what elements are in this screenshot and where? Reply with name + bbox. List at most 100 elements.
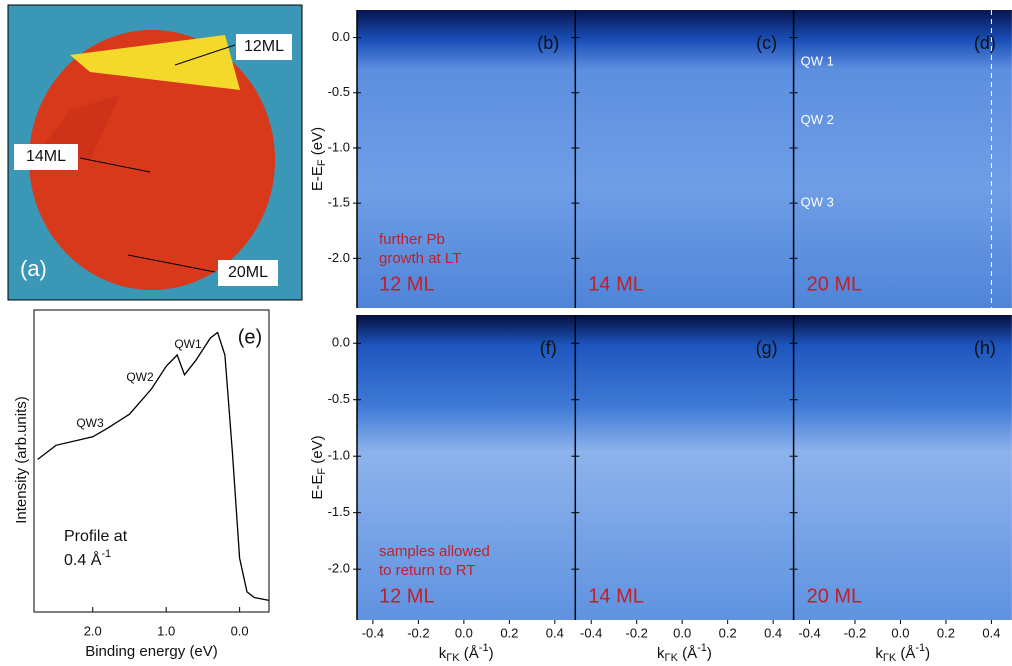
- profile-note: -1: [101, 548, 111, 560]
- map-region: [70, 35, 240, 90]
- panel-label: (h): [974, 338, 996, 358]
- x-tick-label: 0.0: [455, 625, 473, 640]
- pointer: [79, 157, 151, 173]
- pointer: [174, 44, 236, 66]
- map-region: [40, 95, 120, 160]
- panel-label: (a): [20, 256, 47, 281]
- spectrum-image: [575, 10, 794, 308]
- y-axis-title: Intensity (arb.units): [13, 396, 30, 524]
- x-axis-title: ΓK: [665, 652, 679, 664]
- label-box: [218, 260, 278, 286]
- row-note: samples allowed: [379, 543, 490, 560]
- peak-label: QW3: [76, 416, 104, 430]
- y-tick-label: -0.5: [328, 391, 350, 406]
- panel-label: (c): [756, 33, 777, 53]
- y-axis-title: E-EF (eV): [309, 435, 328, 499]
- y-tick-label: 0.0: [332, 29, 350, 44]
- spectrum-image: [357, 10, 576, 308]
- thickness-label: 20 ML: [807, 273, 863, 295]
- x-axis-title: ): [707, 645, 712, 662]
- x-axis-title: kΓK (Å-1): [875, 642, 930, 664]
- y-tick-label: -1.0: [328, 139, 350, 154]
- panel-label: (d): [974, 33, 996, 53]
- x-axis-title: -1: [915, 642, 925, 654]
- region-label: 12ML: [244, 38, 284, 55]
- thickness-label: 12 ML: [379, 585, 435, 607]
- x-axis-title: (Å: [896, 645, 915, 662]
- x-tick-label: -0.4: [362, 625, 384, 640]
- profile-note: 0.4 Å-1: [64, 548, 111, 569]
- x-tick-label: -0.2: [844, 625, 866, 640]
- spectrum-image: [575, 315, 794, 620]
- x-axis-title: ΓK: [446, 652, 460, 664]
- y-tick-label: -2.0: [328, 561, 350, 576]
- x-tick-label: 0.2: [500, 625, 518, 640]
- y-axis-title: F: [316, 468, 328, 475]
- qw-label: QW 3: [801, 195, 834, 210]
- row-note: growth at LT: [379, 250, 461, 267]
- panel-label: (g): [756, 338, 778, 358]
- y-tick-label: -0.5: [328, 84, 350, 99]
- y-tick-label: 0.0: [332, 335, 350, 350]
- x-tick-label: 0.4: [546, 625, 564, 640]
- y-axis-title: F: [316, 159, 328, 166]
- y-tick-label: -1.5: [328, 195, 350, 210]
- region-label: 20ML: [228, 264, 268, 281]
- panel-label: (e): [238, 326, 262, 348]
- map-sample: [29, 30, 275, 290]
- x-axis-title: -1: [697, 642, 707, 654]
- x-axis-title: (Å: [460, 645, 479, 662]
- x-axis-title: k: [875, 645, 883, 662]
- x-tick-label: 0.0: [891, 625, 909, 640]
- plots: (a) 12ML 14ML 20ML 2.0 1.0 0.0 Binding energy (…: [13, 10, 1012, 664]
- y-axis-title: E-E: [309, 166, 326, 191]
- profile-note: 0.4 Å: [64, 550, 102, 569]
- peak-label: QW2: [126, 370, 154, 384]
- y-axis-title: E-EF (eV): [309, 127, 328, 191]
- y-tick-label: -1.5: [328, 504, 350, 519]
- x-tick-label: -0.4: [798, 625, 820, 640]
- row-note: to return to RT: [379, 562, 475, 579]
- x-axis-title: ): [489, 645, 494, 662]
- thickness-label: 12 ML: [379, 273, 435, 295]
- x-tick-label: 0.2: [719, 625, 737, 640]
- x-tick-label: 0.0: [231, 623, 249, 638]
- x-axis-title: ): [925, 645, 930, 662]
- y-axis-title: (eV): [309, 435, 326, 468]
- x-tick-label: 0.2: [937, 625, 955, 640]
- spectrum-image: [793, 10, 1012, 308]
- y-tick-label: -2.0: [328, 250, 350, 265]
- x-axis-title: -1: [479, 642, 489, 654]
- x-tick-label: 0.0: [673, 625, 691, 640]
- x-axis-title: Binding energy (eV): [85, 643, 218, 660]
- thickness-label: 20 ML: [807, 585, 863, 607]
- x-axis-title: k: [657, 645, 665, 662]
- x-tick-label: -0.4: [580, 625, 602, 640]
- map-panel: [7, 4, 303, 301]
- x-tick-label: 2.0: [84, 623, 102, 638]
- label-box: [236, 34, 292, 60]
- peak-label: QW1: [174, 337, 202, 351]
- y-tick-label: -1.0: [328, 448, 350, 463]
- x-axis-title: k: [439, 645, 447, 662]
- x-axis-title: kΓK (Å-1): [439, 642, 494, 664]
- profile-line: [37, 331, 270, 602]
- qw-label: QW 1: [801, 53, 834, 68]
- x-axis-title: ΓK: [883, 652, 897, 664]
- x-tick-label: -0.2: [625, 625, 647, 640]
- x-axis-title: (Å: [678, 645, 697, 662]
- x-axis-title: kΓK (Å-1): [657, 642, 712, 664]
- x-tick-label: -0.2: [407, 625, 429, 640]
- spectrum-image: [357, 315, 576, 620]
- x-tick-label: 0.4: [764, 625, 782, 640]
- y-axis-title: (eV): [309, 127, 326, 160]
- label-box: [14, 144, 78, 170]
- row-note: further Pb: [379, 231, 445, 248]
- panel-label: (f): [540, 338, 557, 358]
- region-label: 14ML: [26, 148, 66, 165]
- pointer: [127, 254, 216, 273]
- panel-label: (b): [537, 33, 559, 53]
- profile-note: Profile at: [64, 528, 128, 545]
- x-tick-label: 0.4: [982, 625, 1000, 640]
